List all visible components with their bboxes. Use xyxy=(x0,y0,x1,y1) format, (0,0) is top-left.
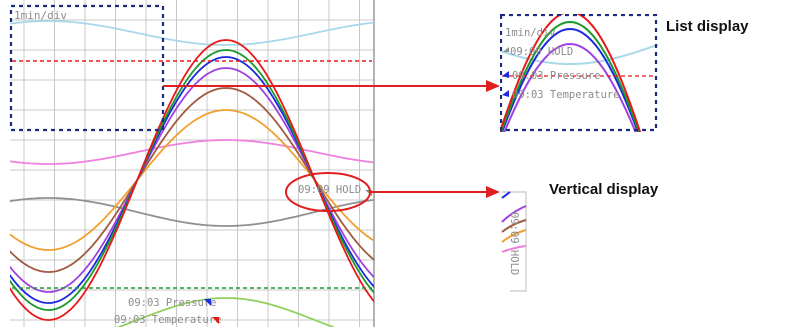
vertical-display-arrow-head xyxy=(486,186,500,198)
list-temperature-marker-icon xyxy=(502,90,509,97)
trace-gray xyxy=(10,197,374,227)
list-pressure-label: 09:03 Pressure xyxy=(512,70,601,82)
list-trace-green xyxy=(500,20,640,132)
list-display-arrow-head xyxy=(486,80,500,92)
vertical-trace-blue xyxy=(501,191,511,199)
trend-traces xyxy=(10,20,374,327)
list-trace-purple xyxy=(503,42,637,132)
list-pressure-marker-icon xyxy=(502,71,509,78)
vertical-display-caption: Vertical display xyxy=(549,181,659,198)
trace-pink xyxy=(10,139,374,165)
list-hold-marker-icon xyxy=(503,47,509,52)
vertical-trace-brown xyxy=(501,219,527,233)
hold-label: 09:09 HOLD xyxy=(298,184,361,196)
list-display-caption: List display xyxy=(666,18,749,35)
temperature-marker-icon xyxy=(212,317,219,324)
trace-light-green xyxy=(116,297,336,327)
trend-panel: 1min/div 09:09 HOLD 09:03 Pressure 09:03… xyxy=(0,0,380,327)
list-trace-red xyxy=(500,14,642,132)
vertical-trace-pink xyxy=(501,245,527,253)
list-display-traces xyxy=(500,14,658,132)
list-display-inset: 1min/div 09:09 HOLD 09:03 Pressure 09:03… xyxy=(500,14,658,132)
vertical-display-inset: 09:09 HOLD xyxy=(500,190,528,292)
pressure-marker-icon xyxy=(204,299,211,306)
list-scale-label: 1min/div xyxy=(505,27,556,39)
vertical-inset-frame xyxy=(502,191,527,292)
trace-red xyxy=(10,39,374,321)
vertical-display-graph: 09:09 HOLD xyxy=(501,191,527,292)
scale-label: 1min/div xyxy=(14,9,67,22)
scale-label-highlight-box xyxy=(9,4,165,132)
list-display-highlight-box xyxy=(500,14,658,132)
list-trace-blue xyxy=(501,27,639,132)
list-temperature-label: 09:03 Temperature xyxy=(512,89,619,101)
vertical-trace-orange xyxy=(501,229,527,243)
list-hold-label: 09:09 HOLD xyxy=(510,46,573,58)
trace-light-blue xyxy=(10,20,374,46)
trend-graph: 1min/div 09:09 HOLD 09:03 Pressure 09:03… xyxy=(9,0,375,327)
vertical-trace-purple xyxy=(501,205,527,223)
list-trace-light-blue xyxy=(500,43,658,65)
temperature-marker-label: 09:03 Temperature xyxy=(114,314,221,326)
vertical-hold-label: 09:09 HOLD xyxy=(508,212,520,275)
pressure-marker-label: 09:03 Pressure xyxy=(128,297,217,309)
list-display-graph: 1min/div 09:09 HOLD 09:03 Pressure 09:03… xyxy=(500,14,658,132)
